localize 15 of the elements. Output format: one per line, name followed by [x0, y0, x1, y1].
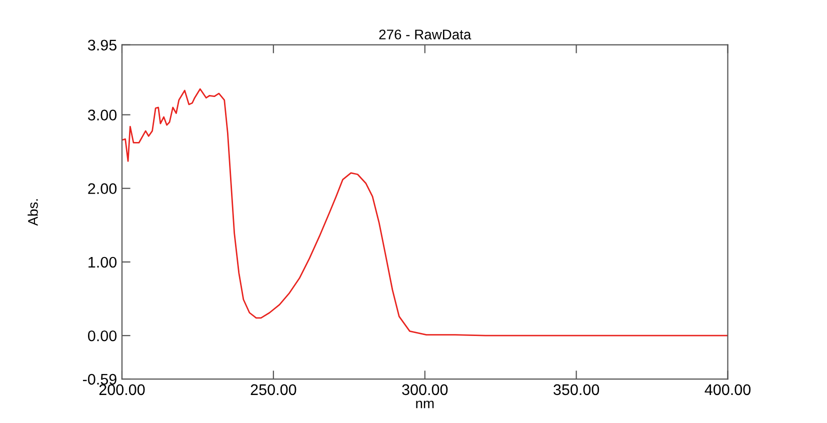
chart-title: 276 - RawData	[379, 30, 472, 40]
line-series	[122, 88, 728, 336]
y-tick-label: 3.95	[88, 40, 116, 51]
x-tick-label: 400.00	[704, 384, 751, 396]
y-axis-title: Abs.	[28, 199, 38, 226]
x-tick-label: 250.00	[250, 384, 296, 396]
y-tick-label: 1.00	[88, 256, 117, 268]
y-tick-label: 2.00	[88, 183, 117, 194]
x-tick-label: 200.00	[99, 384, 145, 396]
y-tick-label: 0.00	[88, 330, 117, 342]
y-tick-label: 3.00	[88, 110, 117, 120]
y-tick-label: -0.59	[82, 374, 116, 385]
x-tick-label: 350.00	[554, 384, 600, 396]
x-axis-title: nm	[416, 400, 434, 408]
x-tick-label: 300.00	[402, 384, 448, 396]
